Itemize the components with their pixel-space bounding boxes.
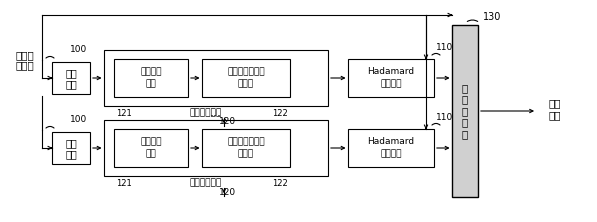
Text: Hadamard: Hadamard <box>367 67 414 77</box>
Text: 121: 121 <box>116 109 132 117</box>
Bar <box>104 120 328 176</box>
Text: 校验编码单元: 校验编码单元 <box>190 178 222 188</box>
Text: 122: 122 <box>272 178 288 188</box>
Text: 息比特: 息比特 <box>16 60 35 70</box>
Bar <box>348 129 434 167</box>
Text: 双二进制卷积编: 双二进制卷积编 <box>227 137 265 147</box>
Bar <box>52 62 90 94</box>
Text: 码单元: 码单元 <box>238 149 254 159</box>
Text: 奇偶校验: 奇偶校验 <box>140 137 162 147</box>
Text: 符号: 符号 <box>549 110 561 120</box>
Text: 120: 120 <box>220 117 236 127</box>
Bar <box>202 129 290 167</box>
Text: 码单元: 码单元 <box>238 79 254 89</box>
Text: 100: 100 <box>70 115 87 125</box>
Text: 编码: 编码 <box>549 98 561 108</box>
Text: 121: 121 <box>116 178 132 188</box>
Text: 单元: 单元 <box>65 79 77 89</box>
Text: 单元: 单元 <box>146 79 156 89</box>
Text: 100: 100 <box>70 46 87 54</box>
Text: 110: 110 <box>436 42 453 52</box>
Bar <box>202 59 290 97</box>
Text: 奇偶校验: 奇偶校验 <box>140 67 162 77</box>
Bar <box>114 129 188 167</box>
Bar <box>452 25 478 197</box>
Text: 编码单元: 编码单元 <box>380 79 402 89</box>
Text: 并
转
串
单
元: 并 转 串 单 元 <box>462 83 468 139</box>
Text: 原始信: 原始信 <box>16 50 35 60</box>
Text: 校验编码单元: 校验编码单元 <box>190 109 222 117</box>
Text: 110: 110 <box>436 113 453 121</box>
Bar <box>104 50 328 106</box>
Text: 交织: 交织 <box>65 138 77 148</box>
Bar <box>114 59 188 97</box>
Bar <box>348 59 434 97</box>
Text: 双二进制卷积编: 双二进制卷积编 <box>227 67 265 77</box>
Bar <box>52 132 90 164</box>
Text: Hadamard: Hadamard <box>367 137 414 147</box>
Text: 交织: 交织 <box>65 68 77 78</box>
Text: 编码单元: 编码单元 <box>380 149 402 159</box>
Text: 122: 122 <box>272 109 288 117</box>
Text: 120: 120 <box>220 188 236 196</box>
Text: 130: 130 <box>483 12 501 22</box>
Text: 单元: 单元 <box>146 149 156 159</box>
Text: ...: ... <box>210 107 222 119</box>
Text: 单元: 单元 <box>65 149 77 159</box>
